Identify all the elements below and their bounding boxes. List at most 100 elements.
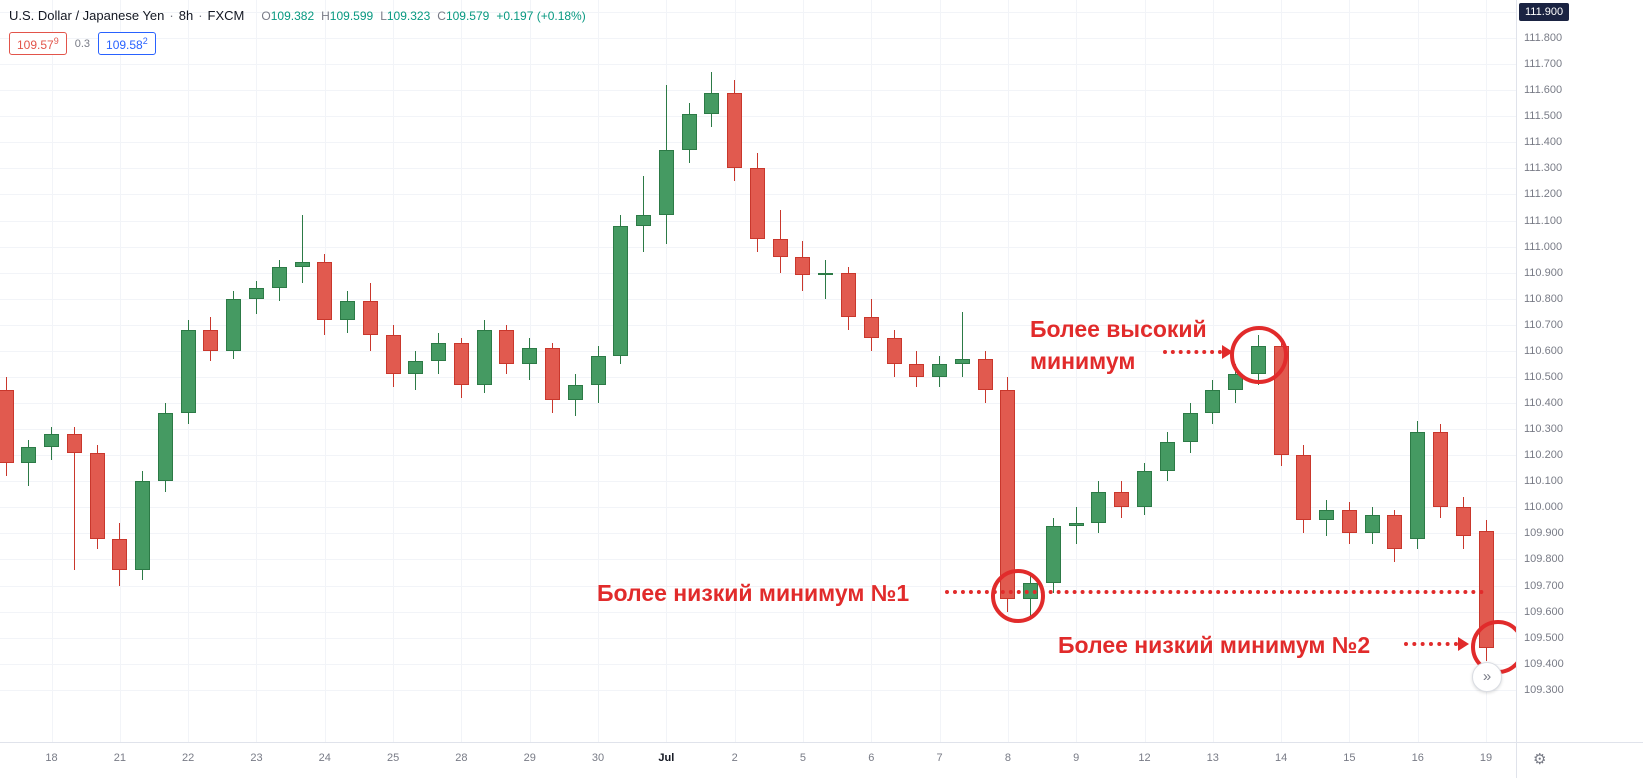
- price-tick-label: 111.400: [1524, 136, 1563, 149]
- bid-price-badge[interactable]: 109.579: [9, 32, 67, 55]
- candle: [613, 225, 629, 357]
- price-tick-label: 110.000: [1524, 501, 1563, 514]
- horizontal-gridline: [0, 272, 1516, 274]
- vertical-gridline: [256, 0, 258, 742]
- candle: [385, 335, 401, 375]
- interval-label[interactable]: 8h: [178, 8, 194, 23]
- open-value: 109.382: [270, 9, 315, 23]
- gear-icon[interactable]: ⚙: [1533, 751, 1547, 768]
- annotation-dotted-line-higher-low[interactable]: [1163, 350, 1222, 354]
- candle: [157, 413, 173, 482]
- symbol-title[interactable]: U.S. Dollar / Japanese Yen: [9, 8, 165, 23]
- open-key: O: [261, 9, 271, 23]
- vertical-gridline: [1349, 0, 1351, 742]
- horizontal-gridline: [0, 246, 1516, 248]
- legend-row-symbol: U.S. Dollar / Japanese Yen · 8h · FXCM O109.3…: [9, 8, 586, 23]
- candle-wick: [825, 259, 827, 299]
- horizontal-gridline: [0, 585, 1516, 587]
- time-tick-label: 15: [1343, 752, 1356, 764]
- ohlc-values: O109.382 H109.599 L109.323 C109.579: [254, 8, 489, 23]
- vertical-gridline: [119, 0, 121, 742]
- candle: [1159, 442, 1175, 471]
- close-value: 109.579: [445, 9, 490, 23]
- price-tick-label: 109.900: [1524, 527, 1564, 540]
- candle: [1114, 491, 1130, 508]
- horizontal-gridline: [0, 637, 1516, 639]
- price-tick-label: 109.600: [1524, 605, 1564, 618]
- spread-value: 0.3: [74, 37, 91, 50]
- time-tick-label: 21: [113, 752, 126, 764]
- price-tick-label: 111.000: [1524, 240, 1563, 253]
- horizontal-gridline: [0, 533, 1516, 535]
- time-tick-label: 9: [1073, 752, 1080, 764]
- vertical-gridline: [666, 0, 668, 742]
- annotation-circle-higher-low[interactable]: [1230, 326, 1288, 384]
- candle: [112, 538, 128, 570]
- price-tick-label: 110.800: [1524, 292, 1563, 305]
- price-tick-label: 111.300: [1524, 162, 1563, 175]
- horizontal-gridline: [0, 481, 1516, 483]
- candlestick-plot[interactable]: Более высокий минимум Более низкий минимум…: [0, 0, 1516, 742]
- vertical-gridline: [802, 0, 804, 742]
- candle-wick: [73, 426, 75, 570]
- horizontal-gridline: [0, 11, 1516, 13]
- candle: [431, 343, 447, 362]
- candle-wick: [643, 176, 645, 252]
- time-tick-label: 7: [936, 752, 943, 764]
- candle: [248, 288, 264, 299]
- candle: [362, 301, 378, 336]
- annotation-circle-lower-low-1[interactable]: [991, 569, 1045, 623]
- time-tick-label: 29: [523, 752, 536, 764]
- price-tick-label: 111.800: [1524, 32, 1563, 45]
- ask-price-badge[interactable]: 109.582: [98, 32, 156, 55]
- annotation-label-lower-low-1[interactable]: Более низкий минимум №1: [597, 580, 910, 606]
- horizontal-gridline: [0, 689, 1516, 691]
- candle: [21, 447, 37, 464]
- horizontal-gridline: [0, 663, 1516, 665]
- annotation-label-higher-low[interactable]: Более высокий минимум: [1030, 316, 1207, 374]
- horizontal-gridline: [0, 90, 1516, 92]
- annotation-label-lower-low-2[interactable]: Более низкий минимум №2: [1058, 632, 1371, 658]
- exchange-label[interactable]: FXCM: [207, 8, 245, 23]
- horizontal-gridline: [0, 507, 1516, 509]
- price-tick-label: 110.500: [1524, 370, 1563, 383]
- candle: [1228, 374, 1244, 391]
- time-axis[interactable]: 18 21 22 23 24 25 28 29 30 Jul 2 5 6 7 8 9 12 13 14 15 16 19: [0, 742, 1516, 778]
- candle: [1319, 509, 1335, 521]
- candle: [499, 330, 515, 364]
- candle: [522, 348, 538, 364]
- horizontal-gridline: [0, 298, 1516, 300]
- candle: [704, 92, 720, 114]
- annotation-dotted-line-lower-low-1[interactable]: [945, 590, 1484, 594]
- price-scale[interactable]: 111.900 111.800 111.700 111.600 111.500 111.4…: [1516, 0, 1643, 742]
- candle-wick: [961, 311, 963, 377]
- vertical-gridline: [324, 0, 326, 742]
- vertical-gridline: [1007, 0, 1009, 742]
- horizontal-gridline: [0, 403, 1516, 405]
- candle: [727, 92, 743, 169]
- candle: [636, 215, 652, 226]
- chart-legend: U.S. Dollar / Japanese Yen · 8h · FXCM O109.3…: [9, 8, 586, 55]
- candle: [840, 272, 856, 318]
- time-tick-label: 14: [1274, 752, 1288, 764]
- ask-value: 109.58: [106, 38, 143, 52]
- candle: [1045, 525, 1061, 583]
- candle: [1091, 491, 1107, 523]
- annotation-dotted-line-lower-low-2[interactable]: [1404, 642, 1458, 646]
- price-tick-label: 110.100: [1524, 475, 1563, 488]
- candle: [1205, 390, 1221, 414]
- scroll-to-realtime-button[interactable]: »: [1472, 662, 1502, 692]
- bid-sup-digit: 9: [53, 36, 59, 46]
- horizontal-gridline: [0, 455, 1516, 457]
- candle: [954, 358, 970, 364]
- horizontal-gridline: [0, 350, 1516, 352]
- candle: [658, 150, 674, 216]
- candle: [909, 363, 925, 377]
- candle-wick: [1075, 507, 1077, 544]
- low-key: L: [380, 9, 387, 23]
- time-tick-label: 23: [250, 752, 263, 764]
- price-tick-label: 110.300: [1524, 423, 1563, 436]
- candle: [408, 361, 424, 375]
- vertical-gridline: [734, 0, 736, 742]
